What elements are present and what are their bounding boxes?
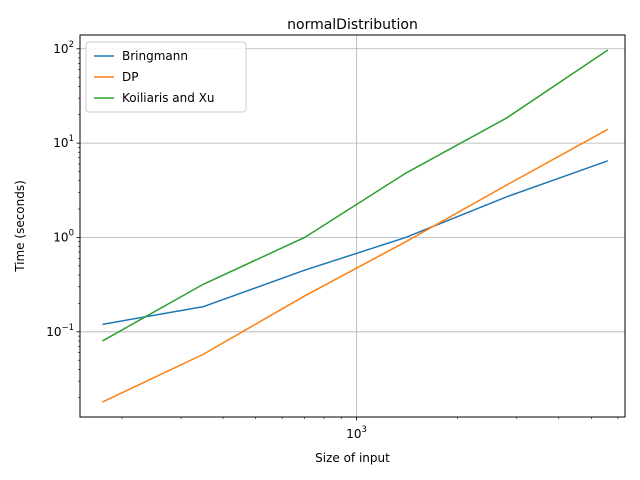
legend-label-bringmann: Bringmann bbox=[122, 49, 188, 63]
ticks: 103 10−1 100 101 102 bbox=[46, 40, 619, 441]
series-line-dp bbox=[102, 128, 609, 403]
y-tick-label-1: 100 bbox=[53, 228, 74, 244]
legend-box bbox=[85, 41, 247, 113]
y-tick-label-2: 101 bbox=[53, 134, 74, 150]
grid bbox=[80, 35, 625, 417]
y-tick-label-0: 10−1 bbox=[46, 323, 74, 339]
series-line-bringmann bbox=[102, 160, 609, 326]
chart-title: normalDistribution bbox=[287, 17, 418, 33]
x-tick-label-0: 103 bbox=[346, 425, 367, 441]
series-line-koiliaris-and-xu bbox=[102, 49, 609, 342]
plot-frame bbox=[79, 34, 626, 418]
y-axis-label: Time (seconds) bbox=[13, 180, 27, 273]
legend-label-koiliaris-and-xu: Koiliaris and Xu bbox=[122, 91, 215, 105]
x-axis-label: Size of input bbox=[315, 451, 390, 465]
legend-label-dp: DP bbox=[122, 70, 138, 84]
y-tick-label-3: 102 bbox=[53, 40, 74, 56]
legend: Bringmann DP Koiliaris and Xu bbox=[85, 41, 247, 113]
series-lines bbox=[102, 49, 609, 403]
